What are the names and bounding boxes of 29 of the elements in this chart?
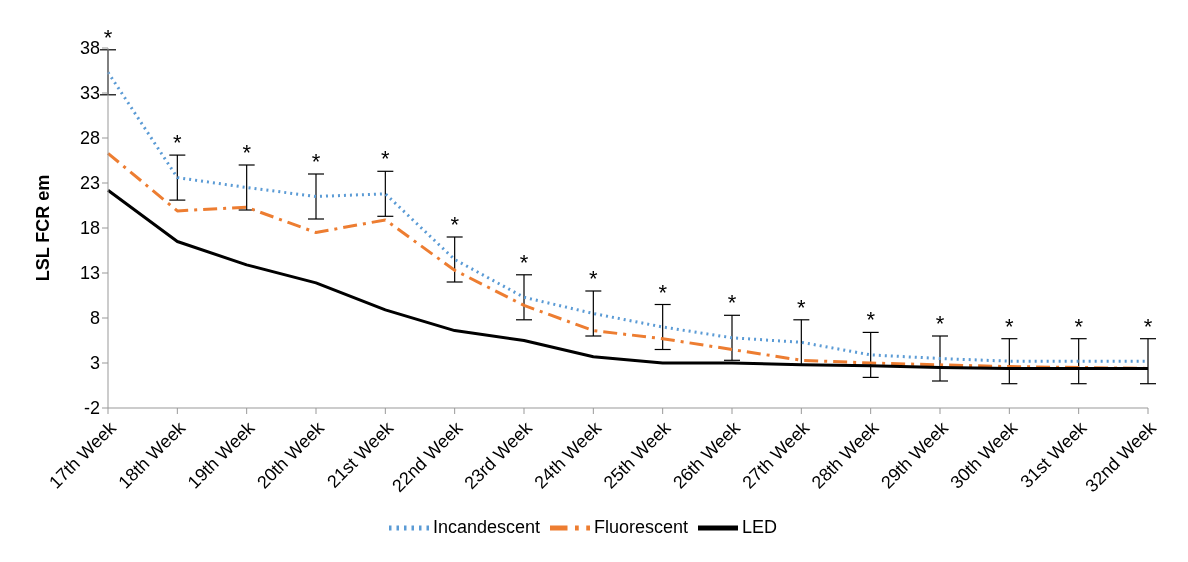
annotation: * — [450, 212, 460, 237]
y-tick-label: 3 — [89, 353, 100, 374]
annotation: * — [658, 279, 668, 305]
y-tick-label: -2 — [83, 398, 100, 419]
y-axis-title: LSL FCR em — [33, 174, 54, 282]
y-tick-label: 18 — [79, 218, 100, 239]
annotation: * — [866, 307, 876, 333]
annotation: * — [1143, 313, 1153, 339]
y-tick-label: 33 — [79, 83, 100, 104]
annotation: * — [173, 130, 183, 156]
annotation: * — [519, 249, 529, 275]
legend-label: Fluorescent — [594, 516, 689, 537]
y-tick-label: 23 — [79, 173, 100, 194]
annotation: * — [103, 24, 113, 50]
y-tick-label: 28 — [79, 128, 100, 149]
legend-label: Incandescent — [432, 516, 540, 537]
annotation: * — [381, 146, 391, 172]
y-tick-label: 8 — [89, 308, 100, 329]
annotation: * — [311, 149, 321, 174]
annotation: * — [935, 311, 945, 336]
legend-label: LED — [742, 516, 778, 537]
annotation: * — [797, 294, 807, 320]
annotation: * — [1074, 313, 1084, 339]
y-tick-label: 13 — [79, 263, 100, 284]
y-tick-label: 38 — [79, 38, 100, 59]
annotation: * — [242, 140, 252, 165]
annotation: * — [727, 290, 737, 316]
annotation: * — [589, 266, 599, 291]
annotation: * — [1005, 313, 1015, 339]
